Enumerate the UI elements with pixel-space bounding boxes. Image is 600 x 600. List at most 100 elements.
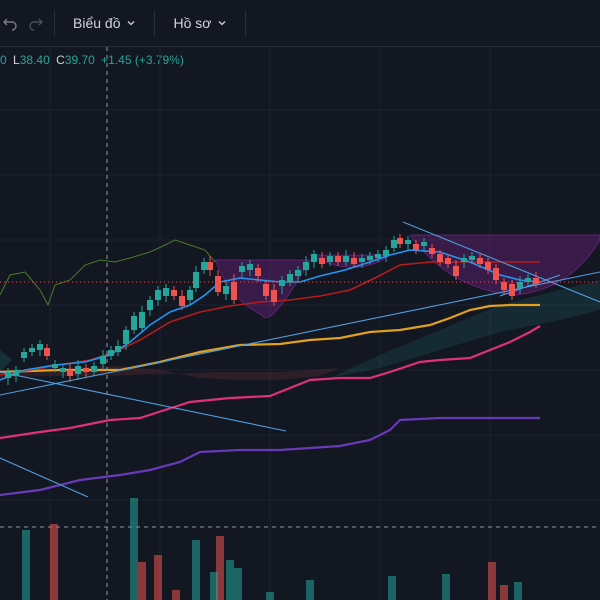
- candle-body: [359, 258, 365, 262]
- candle-body: [469, 256, 475, 260]
- candle-body: [131, 316, 137, 330]
- volume-bar: [192, 540, 200, 600]
- candles-group: [5, 234, 539, 385]
- candle-body: [75, 366, 81, 374]
- candle-body: [375, 254, 381, 258]
- chevron-down-icon: [218, 21, 226, 26]
- candle-body: [21, 352, 27, 358]
- candle-body: [327, 256, 333, 262]
- volume-bar: [138, 562, 146, 600]
- candle-body: [271, 290, 277, 302]
- candle-body: [517, 282, 523, 288]
- candle-body: [383, 250, 389, 256]
- candle-body: [52, 364, 58, 368]
- ichimoku-cloud-green-left: [0, 350, 12, 372]
- candle-body: [207, 262, 213, 270]
- candle-body: [179, 296, 185, 306]
- candle-body: [115, 346, 121, 352]
- volume-bar: [172, 590, 180, 600]
- candle-body: [67, 370, 73, 376]
- candle-body: [501, 282, 507, 290]
- candle-body: [255, 268, 261, 276]
- ichimoku-cloud-green: [330, 280, 600, 378]
- candle-body: [343, 256, 349, 262]
- candle-body: [263, 284, 269, 296]
- candle-body: [525, 278, 531, 282]
- candle-body: [147, 300, 153, 310]
- candle-body: [351, 258, 357, 264]
- volume-bar: [488, 562, 496, 600]
- candle-body: [391, 240, 397, 248]
- candle-body: [37, 344, 43, 350]
- volume-bar: [154, 555, 162, 600]
- candle-body: [287, 274, 293, 282]
- candle-body: [187, 290, 193, 300]
- legend-low-value: 38.40: [19, 53, 50, 67]
- candle-body: [29, 348, 35, 352]
- redo-icon[interactable]: [26, 13, 46, 33]
- candle-body: [215, 276, 221, 292]
- volume-bar: [216, 536, 224, 600]
- pink-ma-line: [0, 325, 541, 440]
- cup-pattern-left: [214, 259, 311, 319]
- candle-body: [493, 268, 499, 280]
- legend-cut-value: 0: [0, 53, 7, 67]
- candle-body: [44, 348, 50, 356]
- candle-body: [461, 258, 467, 262]
- candle-body: [60, 368, 66, 372]
- volume-bar: [500, 585, 508, 600]
- candle-body: [335, 256, 341, 262]
- candle-body: [303, 262, 309, 270]
- lagging-span-line: [0, 239, 216, 307]
- candle-body: [13, 370, 19, 376]
- volume-bars-group: [22, 498, 522, 600]
- toolbar-divider: [245, 10, 247, 36]
- candle-body: [477, 258, 483, 264]
- candle-body: [319, 258, 325, 264]
- chart-menu-button[interactable]: Biểu đồ: [63, 7, 146, 39]
- candle-body: [163, 288, 169, 296]
- candle-body: [108, 350, 114, 356]
- volume-bar: [50, 524, 58, 600]
- candle-body: [171, 290, 177, 296]
- toolbar-divider: [54, 10, 55, 36]
- cup-pattern-right: [409, 234, 600, 296]
- candle-body: [239, 266, 245, 272]
- chart-menu-label: Biểu đồ: [73, 15, 121, 31]
- candle-body: [201, 262, 207, 270]
- candle-body: [5, 372, 11, 378]
- candle-body: [193, 272, 199, 288]
- volume-bar: [306, 580, 314, 600]
- volume-bar: [210, 572, 218, 600]
- candle-body: [155, 290, 161, 300]
- trend-lines: [0, 221, 600, 498]
- candle-body: [223, 286, 229, 294]
- legend-close-label: C: [56, 53, 65, 67]
- candle-body: [405, 240, 411, 244]
- candle-body: [123, 330, 129, 344]
- candle-body: [367, 256, 373, 260]
- candle-body: [485, 262, 491, 270]
- volume-bar: [226, 560, 234, 600]
- ichimoku-cloud-red: [0, 366, 340, 380]
- candle-body: [509, 284, 515, 296]
- candle-body: [295, 270, 301, 276]
- candle-body: [231, 282, 237, 300]
- candle-body: [453, 266, 459, 276]
- candle-body: [100, 356, 106, 364]
- candle-body: [397, 238, 403, 244]
- chevron-down-icon: [128, 21, 135, 26]
- candle-body: [421, 242, 427, 246]
- undo-icon[interactable]: [0, 13, 20, 33]
- legend-low-label: L: [13, 53, 20, 67]
- candle-body: [139, 312, 145, 328]
- profile-menu-button[interactable]: Hồ sơ: [163, 7, 237, 39]
- candle-body: [533, 278, 539, 284]
- candle-body: [413, 244, 419, 250]
- price-chart[interactable]: [0, 47, 600, 600]
- candle-body: [91, 366, 97, 372]
- candle-body: [311, 254, 317, 262]
- ohlc-legend: 0 L38.40 C39.70 +1.45 (+3.79%): [0, 53, 184, 67]
- top-toolbar: Biểu đồ Hồ sơ: [0, 0, 600, 47]
- candle-body: [437, 254, 443, 262]
